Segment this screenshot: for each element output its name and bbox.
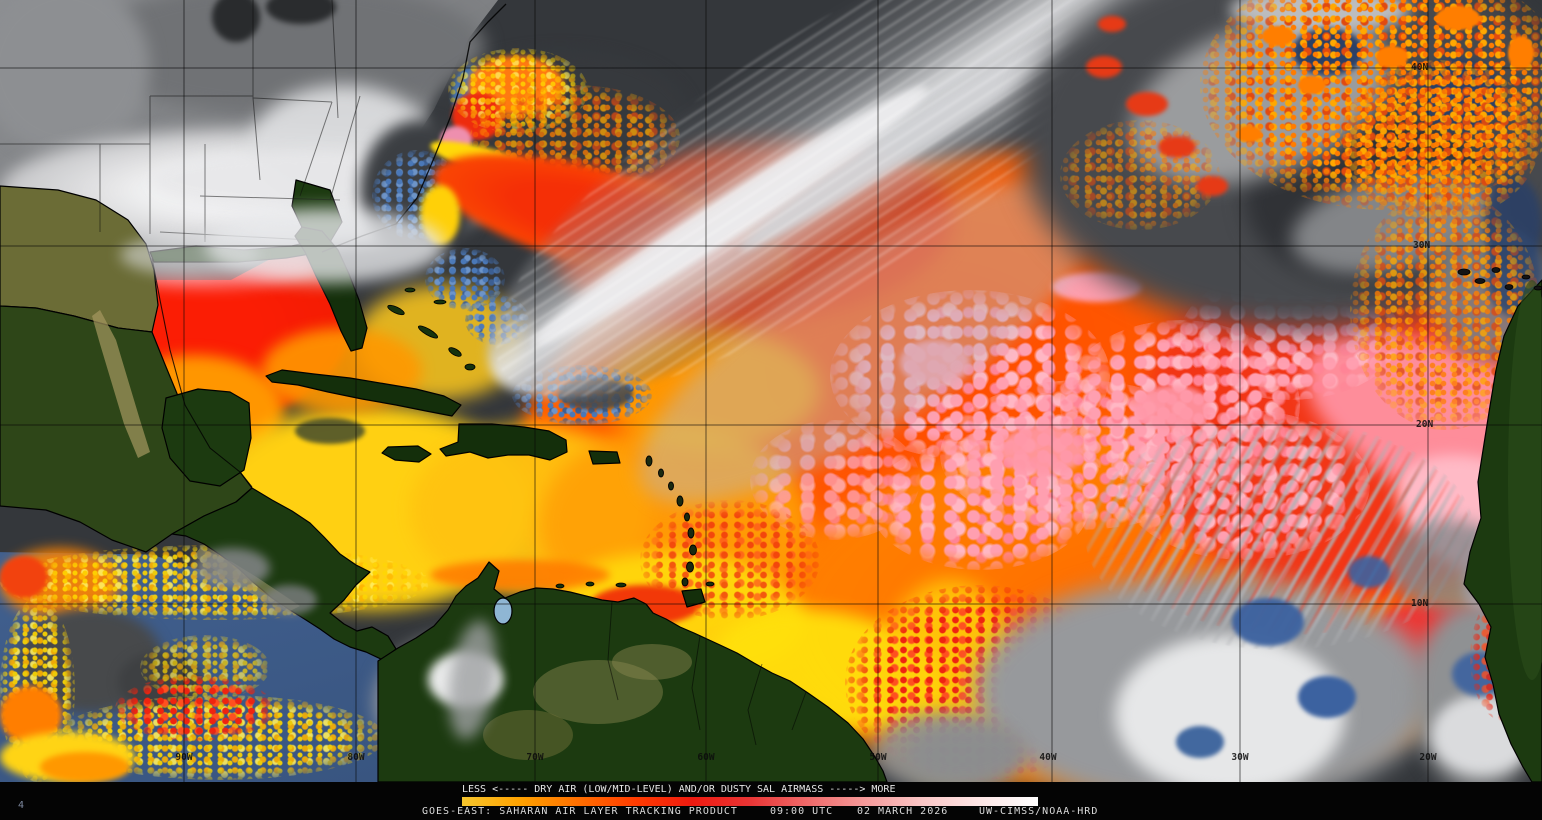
latitude-label: 30N <box>1413 240 1431 251</box>
cloud-over-central-america <box>195 548 270 588</box>
cloud-over-us-south <box>120 235 260 275</box>
latitude-label: 40N <box>1411 62 1429 73</box>
orange-blob <box>40 752 130 782</box>
satellite-map: 90W 80W 70W 60W 50W 40W 30W 20W 40N 30N … <box>0 0 1542 782</box>
cloud-over-central-america <box>262 585 317 615</box>
blue-moist-patch <box>1232 598 1304 646</box>
longitude-label: 40W <box>1039 752 1057 763</box>
longitude-label: 70W <box>526 752 544 763</box>
great-lakes-dark-blob <box>212 0 260 42</box>
red-streak-blob <box>1098 16 1126 32</box>
pink-dust-blob <box>1135 385 1210 430</box>
orange-blob <box>1376 46 1408 68</box>
red-speckle-patch <box>115 676 275 741</box>
trinidad-land <box>681 588 706 608</box>
longitude-label: 60W <box>697 752 715 763</box>
status-line: GOES-EAST: SAHARAN AIR LAYER TRACKING PR… <box>0 806 1542 819</box>
latitude-label: 20N <box>1416 419 1434 430</box>
south-america-borders <box>607 601 807 746</box>
cloud-blob <box>0 0 150 155</box>
pink-dust-blob <box>900 340 970 385</box>
credit: UW-CIMSS/NOAA-HRD <box>979 806 1099 817</box>
longitude-label: 20W <box>1419 752 1437 763</box>
mexico-mountains <box>92 310 150 458</box>
cloud-over-guyana-coast <box>905 725 1025 782</box>
blue-moist-patch <box>1176 726 1224 758</box>
red-blob <box>0 556 48 598</box>
latitude-label: 10N <box>1411 598 1429 609</box>
red-streak-blob <box>1158 136 1196 158</box>
longitude-label: 80W <box>347 752 365 763</box>
red-streak-blob <box>1086 56 1122 78</box>
venezuela-interior <box>533 660 663 724</box>
africa-interior <box>1508 280 1542 680</box>
canary-islands <box>1457 267 1542 291</box>
lat-lon-grid <box>0 0 1542 782</box>
orange-blob <box>1508 36 1534 70</box>
date: 02 MARCH 2026 <box>857 806 949 817</box>
longitude-label: 90W <box>175 752 193 763</box>
red-streak-blob <box>1196 176 1228 196</box>
orange-blob <box>1262 26 1294 46</box>
blue-moist-patch <box>1348 556 1390 588</box>
venezuela-interior <box>483 710 573 760</box>
legend-footer: 4 LESS <----- DRY AIR (LOW/MID-LEVEL) AN… <box>0 782 1542 820</box>
coastal-orange-blob <box>430 560 610 590</box>
orange-speckle-patch <box>1060 120 1220 230</box>
jamaica-land <box>381 445 432 463</box>
longitude-label: 30W <box>1231 752 1249 763</box>
red-streak-blob <box>1126 92 1168 116</box>
mexico-gulf-coastline <box>151 257 253 488</box>
pink-dust-blob <box>1000 425 1085 475</box>
cuba-land <box>265 369 462 417</box>
frame-counter: 4 <box>18 800 25 811</box>
lesser-antilles-islands <box>645 455 697 587</box>
timestamp: 09:00 UTC <box>770 806 834 817</box>
product-title: GOES-EAST: SAHARAN AIR LAYER TRACKING PR… <box>422 806 738 817</box>
orange-blob <box>1236 126 1262 142</box>
longitude-label: 50W <box>869 752 887 763</box>
colorbar <box>462 797 1038 806</box>
blue-moist-patch <box>1298 676 1356 718</box>
dark-cloud-blob <box>295 418 365 444</box>
venezuela-islands <box>555 581 715 589</box>
bahamas-islands <box>387 287 476 371</box>
orange-blob <box>1436 6 1480 30</box>
venezuela-interior <box>612 644 692 680</box>
puerto-rico-land <box>588 450 621 465</box>
orange-blob <box>1298 76 1326 94</box>
legend-caption: LESS <----- DRY AIR (LOW/MID-LEVEL) AND/… <box>462 784 896 795</box>
